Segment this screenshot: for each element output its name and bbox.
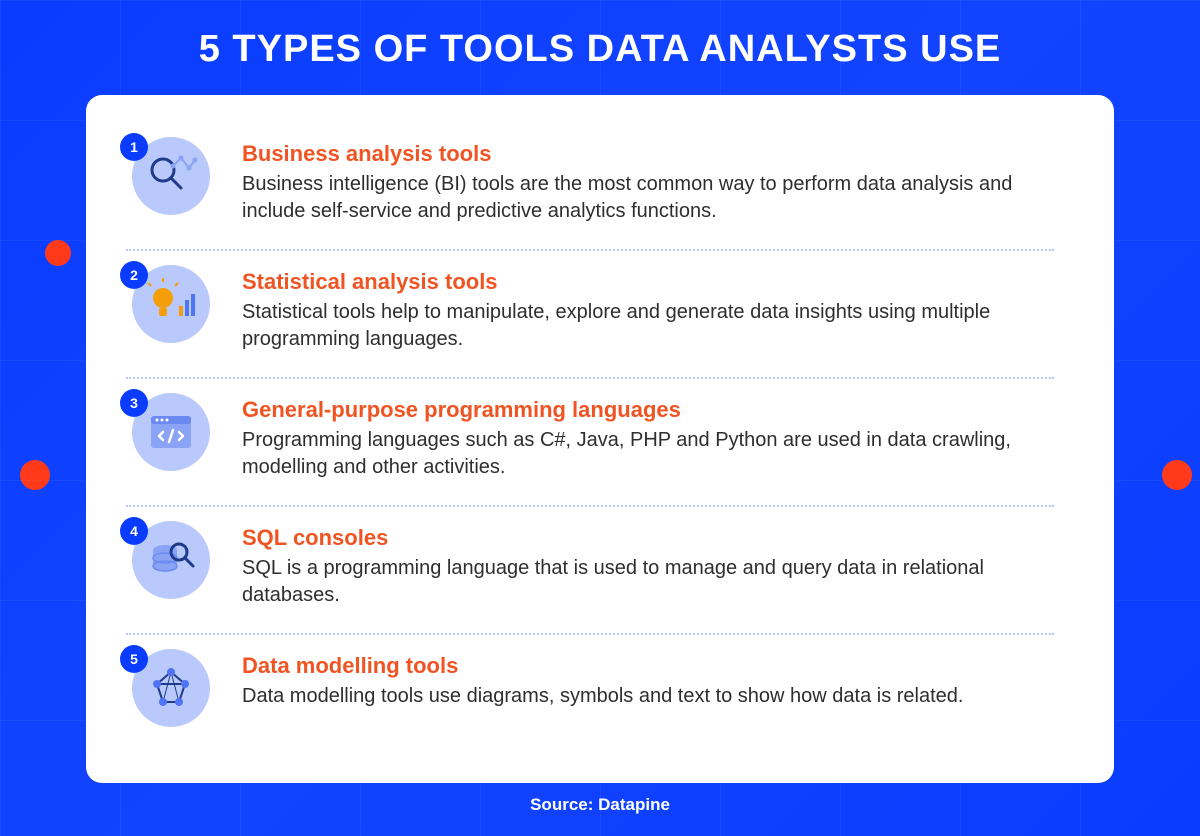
item-number-badge: 5 [120, 645, 148, 673]
icon-wrap: 4 [126, 521, 216, 599]
content-card: 1 Business analysis tools Business intel… [86, 95, 1114, 783]
list-item: 4 SQL consoles SQL is a programming lang… [126, 505, 1054, 633]
item-title: SQL consoles [242, 525, 1054, 551]
icon-wrap: 1 [126, 137, 216, 215]
icon-wrap: 2 [126, 265, 216, 343]
icon-wrap: 3 [126, 393, 216, 471]
list-item: 3 General-purpose programming languages … [126, 377, 1054, 505]
item-title: Business analysis tools [242, 141, 1054, 167]
source-label: Source: Datapine [0, 795, 1200, 815]
list-item: 1 Business analysis tools Business intel… [126, 123, 1054, 249]
item-title: Data modelling tools [242, 653, 1054, 679]
item-title: Statistical analysis tools [242, 269, 1054, 295]
item-title: General-purpose programming languages [242, 397, 1054, 423]
page-title: 5 TYPES OF TOOLS DATA ANALYSTS USE [0, 0, 1200, 71]
item-number-badge: 3 [120, 389, 148, 417]
item-description: SQL is a programming language that is us… [242, 555, 1054, 609]
item-description: Programming languages such as C#, Java, … [242, 427, 1054, 481]
icon-wrap: 5 [126, 649, 216, 727]
item-description: Data modelling tools use diagrams, symbo… [242, 683, 1054, 710]
list-item: 5 Data mo [126, 633, 1054, 751]
item-description: Statistical tools help to manipulate, ex… [242, 299, 1054, 353]
item-number-badge: 1 [120, 133, 148, 161]
item-number-badge: 2 [120, 261, 148, 289]
list-item: 2 Statistical analysis tools Statistical… [126, 249, 1054, 377]
item-number-badge: 4 [120, 517, 148, 545]
item-description: Business intelligence (BI) tools are the… [242, 171, 1054, 225]
